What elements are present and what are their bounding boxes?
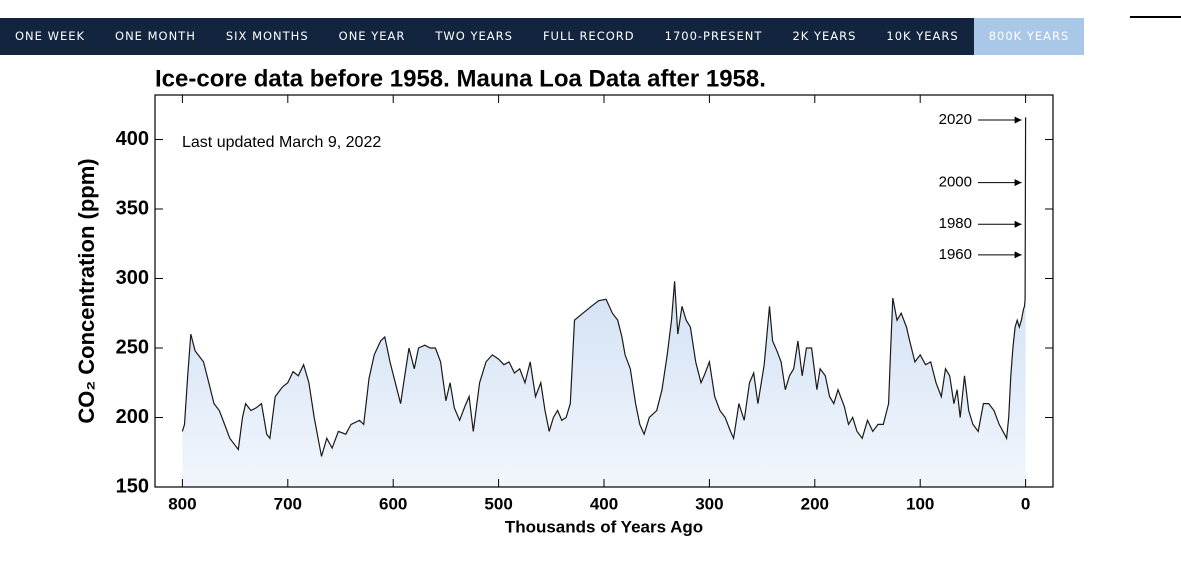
x-tick-label: 300 bbox=[695, 494, 723, 513]
annotation: 1980 bbox=[939, 215, 972, 232]
nav-bar: ONE WEEK ONE MONTH SIX MONTHS ONE YEAR TWO Y… bbox=[0, 18, 1085, 55]
x-tick-label: 100 bbox=[906, 494, 934, 513]
nav-tab[interactable]: ONE WEEK bbox=[15, 29, 86, 43]
y-axis-label: CO₂ Concentration (ppm) bbox=[74, 158, 99, 423]
note: Last updated March 9, 2022 bbox=[182, 134, 381, 151]
y-tick-label: 300 bbox=[116, 267, 149, 289]
y-tick-label: 200 bbox=[116, 406, 149, 428]
y-tick-label: 350 bbox=[116, 197, 149, 219]
nav-tab[interactable]: 800K YEARS bbox=[973, 18, 1085, 55]
nav-tab[interactable]: 1700-PRESENT bbox=[664, 29, 763, 43]
nav-tab[interactable]: FULL RECORD bbox=[542, 29, 635, 43]
annotation: 2020 bbox=[939, 111, 972, 128]
x-axis-label: Thousands of Years Ago bbox=[505, 517, 703, 536]
arrow-head bbox=[1014, 220, 1022, 228]
x-tick-label: 700 bbox=[274, 494, 302, 513]
line bbox=[181, 117, 1027, 457]
x-tick-label: 0 bbox=[1021, 494, 1030, 513]
nav-tab[interactable]: ONE YEAR bbox=[338, 29, 406, 43]
area-fill bbox=[182, 117, 1026, 487]
x-tick-label: 400 bbox=[590, 494, 618, 513]
x-tick-label: 500 bbox=[484, 494, 512, 513]
x-tick-label: 800 bbox=[168, 494, 196, 513]
nav-tab[interactable]: ONE MONTH bbox=[115, 29, 196, 43]
y-tick-label: 250 bbox=[116, 336, 149, 358]
y-tick-label: 150 bbox=[116, 475, 149, 497]
chart-title: Ice-core data before 1958. Mauna Loa Dat… bbox=[155, 65, 766, 92]
arrow-head bbox=[1014, 116, 1022, 124]
nav-tab[interactable]: TWO YEARS bbox=[435, 29, 513, 43]
arrow-head bbox=[1014, 179, 1022, 187]
arrow-head bbox=[1014, 251, 1022, 259]
annotation: 2000 bbox=[939, 174, 972, 191]
x-tick-label: 600 bbox=[379, 494, 407, 513]
nav-tab[interactable]: 10K YEARS bbox=[886, 29, 959, 43]
divider bbox=[1130, 16, 1181, 18]
y-tick-label: 400 bbox=[116, 128, 149, 150]
annotation: 1960 bbox=[939, 246, 972, 263]
nav-tab[interactable]: 2K YEARS bbox=[792, 29, 857, 43]
nav-tab[interactable]: SIX MONTHS bbox=[225, 29, 309, 43]
x-tick-label: 200 bbox=[801, 494, 829, 513]
